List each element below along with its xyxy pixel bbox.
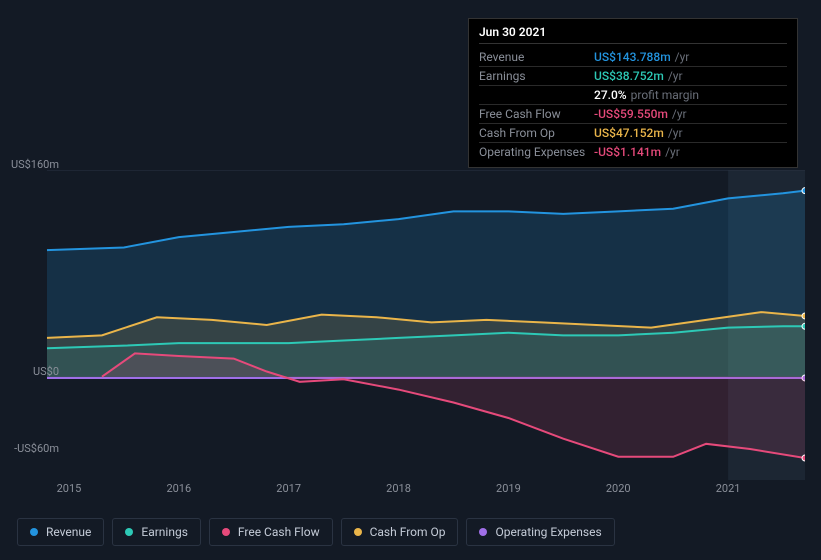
tooltip-row: 27.0% profit margin (479, 86, 787, 105)
tooltip-date: Jun 30 2021 (479, 25, 787, 44)
series-end-marker (802, 188, 805, 194)
tooltip-unit: /yr (672, 107, 687, 121)
x-axis-label: 2017 (276, 482, 301, 495)
legend-item-cash-from-op[interactable]: Cash From Op (341, 518, 459, 546)
tooltip-unit: /yr (675, 50, 690, 64)
tooltip-value: 27.0% (594, 88, 627, 102)
tooltip-label: Revenue (479, 50, 594, 64)
tooltip-label: Earnings (479, 69, 594, 83)
tooltip-label: Operating Expenses (479, 145, 594, 159)
tooltip-value: -US$1.141m (594, 145, 661, 159)
tooltip-unit: /yr (668, 69, 683, 83)
legend-item-free-cash-flow[interactable]: Free Cash Flow (209, 518, 333, 546)
x-axis-label: 2019 (496, 482, 521, 495)
chart-legend: Revenue Earnings Free Cash Flow Cash From O… (17, 518, 615, 546)
chart-svg (17, 170, 805, 480)
legend-label: Earnings (141, 525, 188, 539)
tooltip-label: Free Cash Flow (479, 107, 594, 121)
tooltip-unit: profit margin (631, 88, 699, 102)
series-end-marker (802, 313, 805, 319)
x-axis-label: 2021 (716, 482, 741, 495)
legend-item-revenue[interactable]: Revenue (17, 518, 104, 546)
x-axis-label: 2018 (386, 482, 411, 495)
tooltip-value: -US$59.550m (594, 107, 668, 121)
tooltip-label: Cash From Op (479, 126, 594, 140)
chart-plot-area (17, 170, 805, 480)
legend-label: Operating Expenses (495, 525, 601, 539)
x-axis-label: 2016 (166, 482, 191, 495)
legend-dot-icon (30, 528, 38, 536)
tooltip-unit: /yr (665, 145, 680, 159)
y-axis-label: US$160m (11, 158, 59, 171)
legend-label: Free Cash Flow (238, 525, 320, 539)
legend-item-earnings[interactable]: Earnings (112, 518, 201, 546)
tooltip-row: Cash From OpUS$47.152m/yr (479, 124, 787, 143)
chart-tooltip: Jun 30 2021 RevenueUS$143.788m/yrEarning… (468, 18, 798, 168)
series-end-marker (802, 323, 805, 329)
legend-dot-icon (222, 528, 230, 536)
tooltip-row: Operating Expenses-US$1.141m/yr (479, 143, 787, 161)
tooltip-label (479, 88, 594, 102)
tooltip-row: Free Cash Flow-US$59.550m/yr (479, 105, 787, 124)
tooltip-row: EarningsUS$38.752m/yr (479, 67, 787, 86)
legend-label: Cash From Op (370, 525, 446, 539)
legend-item-operating-expenses[interactable]: Operating Expenses (466, 518, 614, 546)
y-axis-label: -US$60m (14, 442, 59, 455)
legend-dot-icon (125, 528, 133, 536)
series-end-marker (802, 455, 805, 461)
tooltip-row: RevenueUS$143.788m/yr (479, 48, 787, 67)
x-axis-label: 2015 (57, 482, 82, 495)
tooltip-unit: /yr (668, 126, 683, 140)
tooltip-value: US$143.788m (594, 50, 671, 64)
legend-dot-icon (479, 528, 487, 536)
legend-dot-icon (354, 528, 362, 536)
y-axis-label: US$0 (33, 365, 59, 378)
x-axis-label: 2020 (606, 482, 631, 495)
tooltip-rows: RevenueUS$143.788m/yrEarningsUS$38.752m/… (479, 48, 787, 161)
tooltip-value: US$38.752m (594, 69, 664, 83)
legend-label: Revenue (46, 525, 91, 539)
x-axis-labels: 2015 2016 2017 2018 2019 2020 2021 (17, 482, 805, 502)
tooltip-value: US$47.152m (594, 126, 664, 140)
